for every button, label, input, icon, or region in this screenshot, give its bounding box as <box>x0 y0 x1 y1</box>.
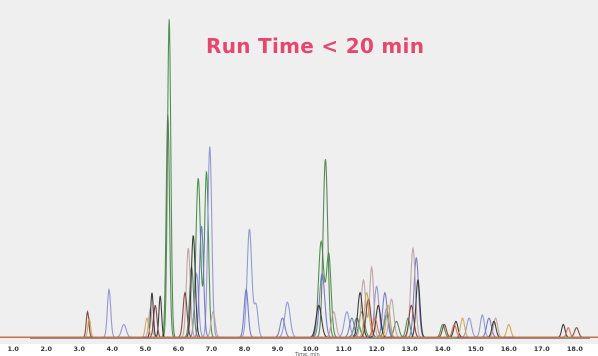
x-tick-label-11: 11.0 <box>336 345 353 353</box>
x-tick-label-6: 6.0 <box>173 345 185 353</box>
series-trace-2 <box>0 114 598 338</box>
x-tick-label-13: 13.0 <box>402 345 419 353</box>
x-tick-label-12: 12.0 <box>369 345 386 353</box>
series-trace-5 <box>0 246 598 338</box>
run-time-title: Run Time < 20 min <box>206 34 425 58</box>
x-tick-label-17: 17.0 <box>534 345 551 353</box>
series-trace-1 <box>0 19 598 338</box>
x-tick-label-5: 5.0 <box>140 345 152 353</box>
x-tick-label-14: 14.0 <box>435 345 452 353</box>
x-tick-label-16: 16.0 <box>501 345 518 353</box>
series-trace-9 <box>0 317 598 338</box>
x-tick-label-8: 8.0 <box>239 345 251 353</box>
series-trace-3 <box>0 146 598 338</box>
x-axis-label: Time, min <box>294 352 320 356</box>
x-tick-label-18: 18.0 <box>567 345 584 353</box>
series-trace-7 <box>0 291 598 338</box>
x-tick-label-2: 2.0 <box>41 345 53 353</box>
x-tick-label-15: 15.0 <box>468 345 485 353</box>
x-tick-label-7: 7.0 <box>206 345 218 353</box>
x-tick-label-4: 4.0 <box>107 345 119 353</box>
plot-background <box>0 0 598 344</box>
x-tick-label-10: 10.0 <box>303 345 320 353</box>
x-tick-label-1: 1.0 <box>7 345 19 353</box>
x-tick-label-9: 9.0 <box>272 345 284 353</box>
x-tick-label-3: 3.0 <box>74 345 86 353</box>
